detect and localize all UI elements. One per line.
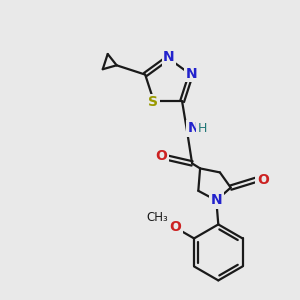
Text: CH₃: CH₃ [147,211,169,224]
Text: S: S [148,95,158,110]
Text: N: N [211,194,222,207]
Text: O: O [169,220,181,234]
Text: O: O [155,149,167,164]
Text: O: O [257,172,268,187]
Text: H: H [197,122,207,135]
Text: N: N [186,67,198,81]
Text: N: N [187,122,199,135]
Text: N: N [163,50,175,64]
